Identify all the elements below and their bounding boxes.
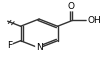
- Text: N: N: [36, 43, 42, 52]
- Text: OH: OH: [87, 16, 101, 25]
- Text: O: O: [68, 2, 75, 11]
- Text: F: F: [7, 41, 12, 50]
